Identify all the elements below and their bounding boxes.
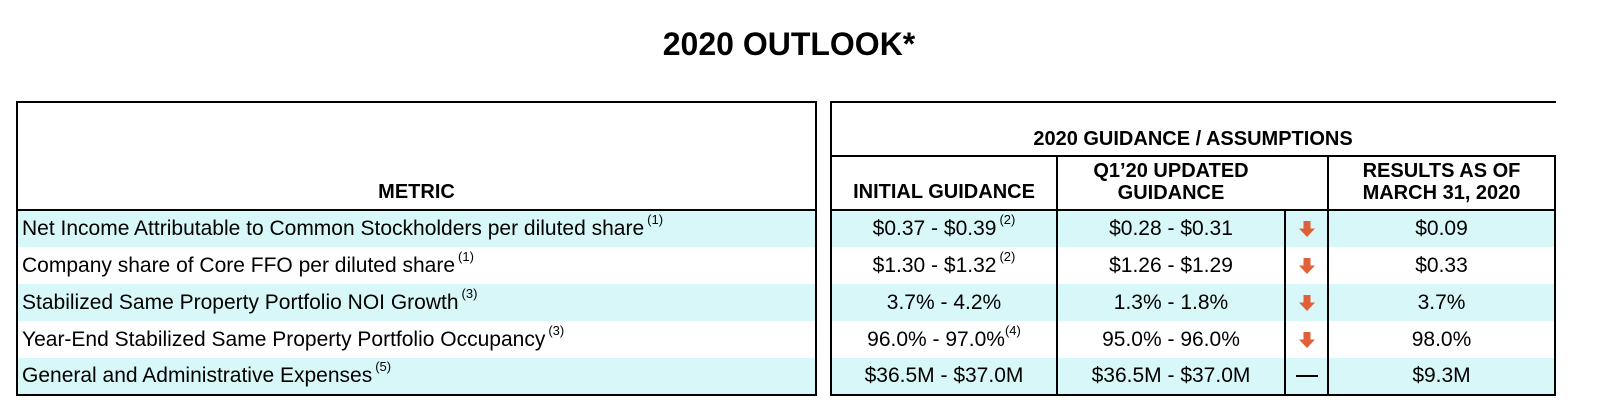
row-5-bg-right (832, 358, 1554, 394)
col-divider-initial (1056, 155, 1058, 396)
updated-guidance-header-line1: Q1’20 UPDATED (1093, 160, 1249, 182)
row-1-metric: Net Income Attributable to Common Stockh… (22, 211, 812, 247)
row-1-initial-value: $0.37 - $0.39 (872, 217, 997, 240)
row-2-initial: $1.30 - $1.32 (2) (832, 247, 1056, 284)
row-5-results: $9.3M (1412, 364, 1471, 387)
row-5-updated: $36.5M - $37.0M (1091, 364, 1251, 387)
results-header-line2: MARCH 31, 2020 (1362, 182, 1521, 204)
row-3-metric-label: Stabilized Same Property Portfolio NOI G… (22, 290, 459, 314)
row-3-initial: 3.7% - 4.2% (886, 290, 1002, 314)
dash-icon (1286, 358, 1327, 394)
row-2-metric-label: Company share of Core FFO per diluted sh… (22, 253, 456, 277)
initial-guidance-header: INITIAL GUIDANCE (853, 181, 1035, 203)
updated-guidance-header-line2: GUIDANCE (1117, 182, 1225, 204)
row-2-initial-value: $1.30 - $1.32 (872, 253, 997, 277)
row-3-bg (18, 284, 815, 321)
left-table-right-border (815, 101, 817, 396)
row-1-initial-note: (2) (999, 212, 1016, 227)
row-5-metric: General and Administrative Expenses (5) (22, 358, 812, 394)
guidance-group-header: 2020 GUIDANCE / ASSUMPTIONS (1033, 128, 1353, 150)
left-table-header-border (16, 209, 817, 211)
results-header-line1: RESULTS AS OF (1362, 160, 1521, 182)
right-table-subheader-border (830, 155, 1556, 157)
page-title: 2020 OUTLOOK* (662, 26, 916, 62)
metric-header: METRIC (378, 181, 455, 203)
row-1-results: $0.09 (1415, 217, 1468, 240)
row-1-bg-right (832, 211, 1554, 247)
row-4-updated: 95.0% - 96.0% (1102, 327, 1240, 351)
arrow-down-icon (1286, 211, 1327, 247)
right-table-header-border (830, 209, 1556, 211)
row-4-initial-value: 96.0% - 97.0% (867, 327, 1005, 351)
row-4-metric-label: Year-End Stabilized Same Property Portfo… (22, 327, 546, 351)
row-1-bg (18, 211, 815, 247)
updated-guidance-header: Q1’20 UPDATED GUIDANCE (1058, 159, 1284, 205)
right-table-left-border (830, 101, 832, 396)
row-4-metric-note: (3) (548, 322, 565, 338)
row-3-bg-right (832, 284, 1554, 321)
row-1-metric-note: (1) (647, 212, 664, 227)
row-2-metric: Company share of Core FFO per diluted sh… (22, 247, 812, 284)
row-5-metric-label: General and Administrative Expenses (22, 364, 373, 387)
arrow-down-icon (1286, 284, 1327, 321)
row-3-results: 3.7% (1417, 290, 1466, 314)
row-4-initial-note: (4) (1004, 322, 1021, 338)
right-table-bottom-border (830, 394, 1556, 396)
left-table-bottom-border (16, 394, 817, 396)
row-2-metric-note: (1) (458, 248, 474, 264)
row-2-initial-note: (2) (999, 248, 1016, 264)
row-2-results: $0.33 (1415, 253, 1468, 277)
col-divider-results (1327, 155, 1329, 396)
row-4-results: 98.0% (1411, 327, 1472, 351)
left-table-top-border (16, 101, 817, 103)
arrow-down-icon (1286, 321, 1327, 358)
row-3-metric: Stabilized Same Property Portfolio NOI G… (22, 284, 812, 321)
row-5-bg (18, 358, 815, 394)
right-table-right-border (1554, 155, 1556, 396)
right-table-top-border (830, 101, 1556, 103)
row-1-updated: $0.28 - $0.31 (1109, 217, 1233, 240)
row-4-initial: 96.0% - 97.0% (4) (832, 321, 1056, 358)
row-2-updated: $1.26 - $1.29 (1109, 253, 1233, 277)
row-5-metric-note: (5) (375, 359, 392, 374)
row-3-metric-note: (3) (461, 285, 478, 301)
results-header: RESULTS AS OF MARCH 31, 2020 (1329, 159, 1554, 205)
left-table-left-border (16, 101, 18, 396)
row-4-metric: Year-End Stabilized Same Property Portfo… (22, 321, 812, 358)
row-1-metric-label: Net Income Attributable to Common Stockh… (22, 217, 645, 240)
row-3-updated: 1.3% - 1.8% (1113, 290, 1229, 314)
row-1-initial: $0.37 - $0.39 (2) (832, 211, 1056, 247)
col-divider-arrow (1284, 209, 1286, 396)
row-5-initial: $36.5M - $37.0M (864, 364, 1024, 387)
arrow-down-icon (1286, 247, 1327, 284)
